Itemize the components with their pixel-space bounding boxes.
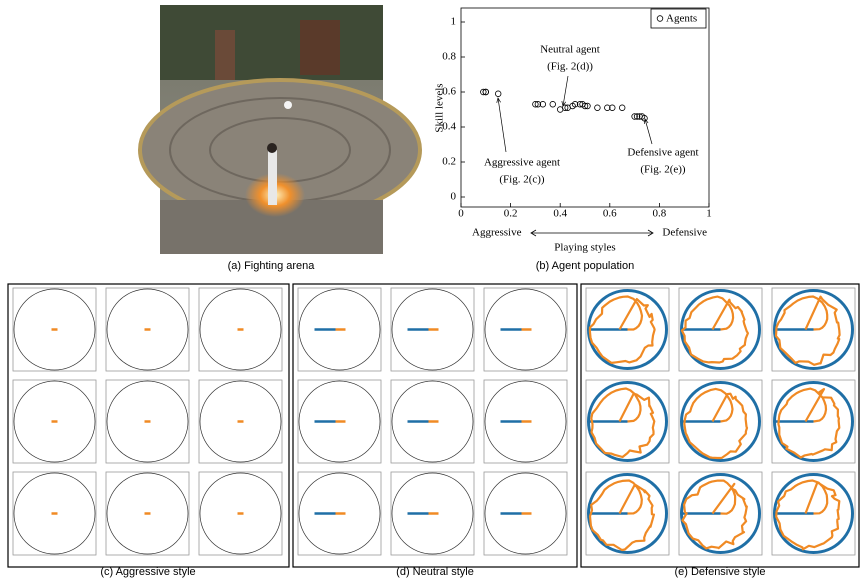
panel-frame	[581, 284, 859, 567]
x-end-label: Aggressive	[472, 227, 522, 239]
caption: (d) Neutral style	[396, 566, 474, 578]
x-axis-label: Playing styles	[554, 242, 615, 254]
x-tick-label: 0.2	[504, 208, 518, 220]
x-end-label: Defensive	[662, 227, 707, 239]
annotation: Defensive agent	[627, 147, 698, 159]
fighter-head	[267, 143, 277, 153]
trajectory	[590, 481, 654, 551]
trajectory	[778, 389, 839, 458]
building	[215, 30, 235, 80]
trajectories	[13, 288, 855, 555]
caption: (b) Agent population	[536, 260, 634, 272]
point	[595, 105, 601, 111]
caption: (e) Defensive style	[674, 566, 765, 578]
fighter	[268, 150, 277, 205]
y-tick-label: 0.8	[442, 51, 456, 63]
y-axis-label: Skill levels	[434, 83, 446, 132]
y-tick-label: 0.2	[442, 156, 456, 168]
panel-frame	[293, 284, 577, 567]
x-tick-label: 1	[706, 208, 712, 220]
x-tick-label: 0.6	[603, 208, 617, 220]
x-tick-label: 0.4	[553, 208, 567, 220]
y-tick-label: 1	[451, 16, 457, 28]
y-tick-label: 0	[451, 191, 457, 203]
trajectory	[684, 389, 747, 458]
annotation-arrow	[563, 76, 568, 106]
annotation-arrow	[498, 98, 506, 152]
point	[619, 105, 625, 111]
caption: (c) Aggressive style	[100, 566, 195, 578]
figure: 00.20.40.60.8100.20.40.60.81AgentsNeutra…	[0, 0, 860, 579]
annotation: (Fig. 2(c))	[499, 174, 545, 186]
annotation: (Fig. 2(d))	[547, 61, 593, 73]
x-tick-label: 0	[458, 208, 464, 220]
trees	[160, 5, 383, 80]
annotation: (Fig. 2(e))	[640, 164, 686, 176]
building	[300, 20, 340, 75]
arena-photo	[140, 5, 420, 254]
point	[495, 91, 501, 97]
annotation: Neutral agent	[540, 44, 600, 56]
point	[550, 101, 556, 107]
annotation-arrow	[645, 119, 652, 144]
annotation: Aggressive agent	[484, 157, 560, 169]
panel-frame	[8, 284, 289, 567]
caption: (a) Fighting arena	[228, 260, 316, 272]
opponent	[284, 101, 292, 109]
legend-label: Agents	[666, 13, 697, 25]
x-tick-label: 0.8	[653, 208, 667, 220]
style-arrow	[531, 230, 653, 236]
